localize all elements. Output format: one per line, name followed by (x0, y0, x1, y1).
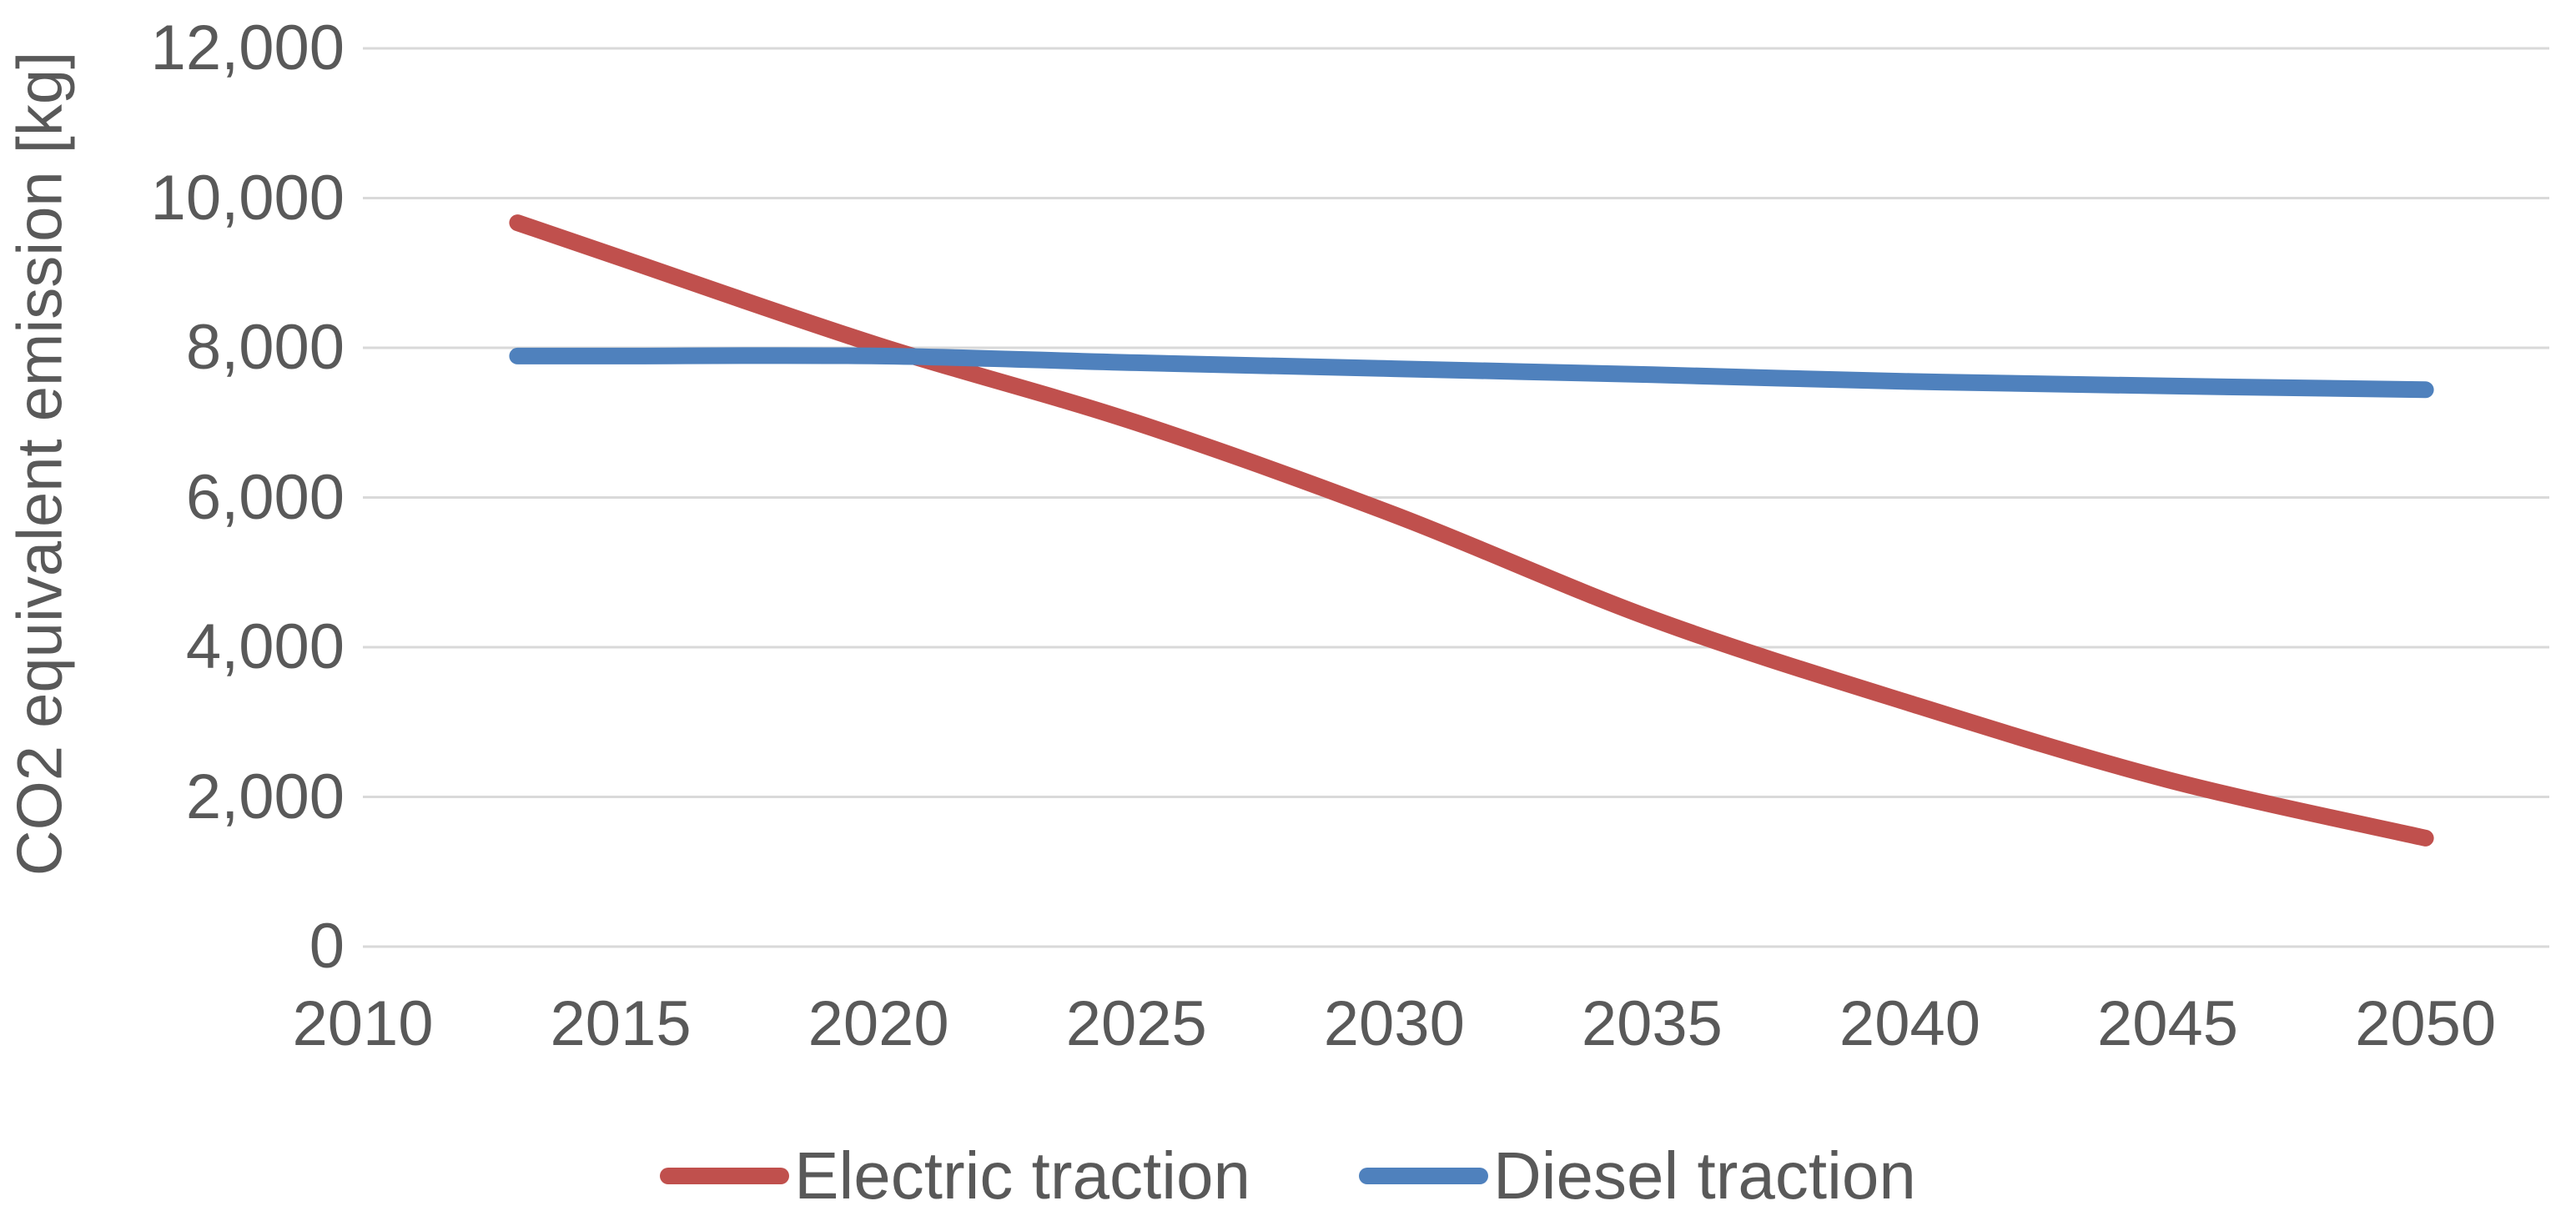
y-tick-label: 0 (309, 911, 345, 982)
x-tick-label: 2015 (550, 988, 692, 1059)
legend-item-electric-traction: Electric traction (660, 1138, 1250, 1214)
x-tick-label: 2045 (2097, 988, 2239, 1059)
legend-marker-diesel-traction-icon (1358, 1168, 1488, 1184)
y-tick-label: 12,000 (150, 13, 345, 83)
y-tick-label: 4,000 (185, 611, 345, 682)
x-tick-label: 2040 (1839, 988, 1980, 1059)
x-tick-label: 2035 (1581, 988, 1723, 1059)
gridlines (363, 47, 2549, 948)
x-tick-label: 2020 (808, 988, 949, 1059)
x-tick-label: 2025 (1065, 988, 1207, 1059)
legend-item-diesel-traction: Diesel traction (1358, 1138, 1916, 1214)
legend-label-electric-traction: Electric traction (794, 1138, 1250, 1213)
x-tick-label: 2030 (1323, 988, 1465, 1059)
x-axis-labels: 2010 2015 2020 2025 2030 2035 2040 2045 2050 (0, 984, 2576, 1068)
y-axis-labels: 12,000 10,000 8,000 6,000 4,000 2,000 0 (0, 0, 345, 1226)
y-tick-label: 6,000 (185, 461, 345, 533)
x-tick-label: 2050 (2355, 988, 2497, 1059)
legend: Electric traction Diesel traction (0, 1130, 2576, 1222)
y-tick-label: 2,000 (185, 761, 345, 832)
y-tick-label: 10,000 (150, 162, 345, 234)
series-line-diesel-traction (509, 347, 2434, 399)
y-tick-label: 8,000 (185, 312, 345, 383)
x-tick-label: 2010 (292, 988, 434, 1059)
plot-area (363, 47, 2549, 948)
legend-label-diesel-traction: Diesel traction (1492, 1138, 1916, 1213)
series-line-electric-traction (509, 214, 2434, 847)
legend-marker-electric-traction-icon (660, 1168, 790, 1184)
